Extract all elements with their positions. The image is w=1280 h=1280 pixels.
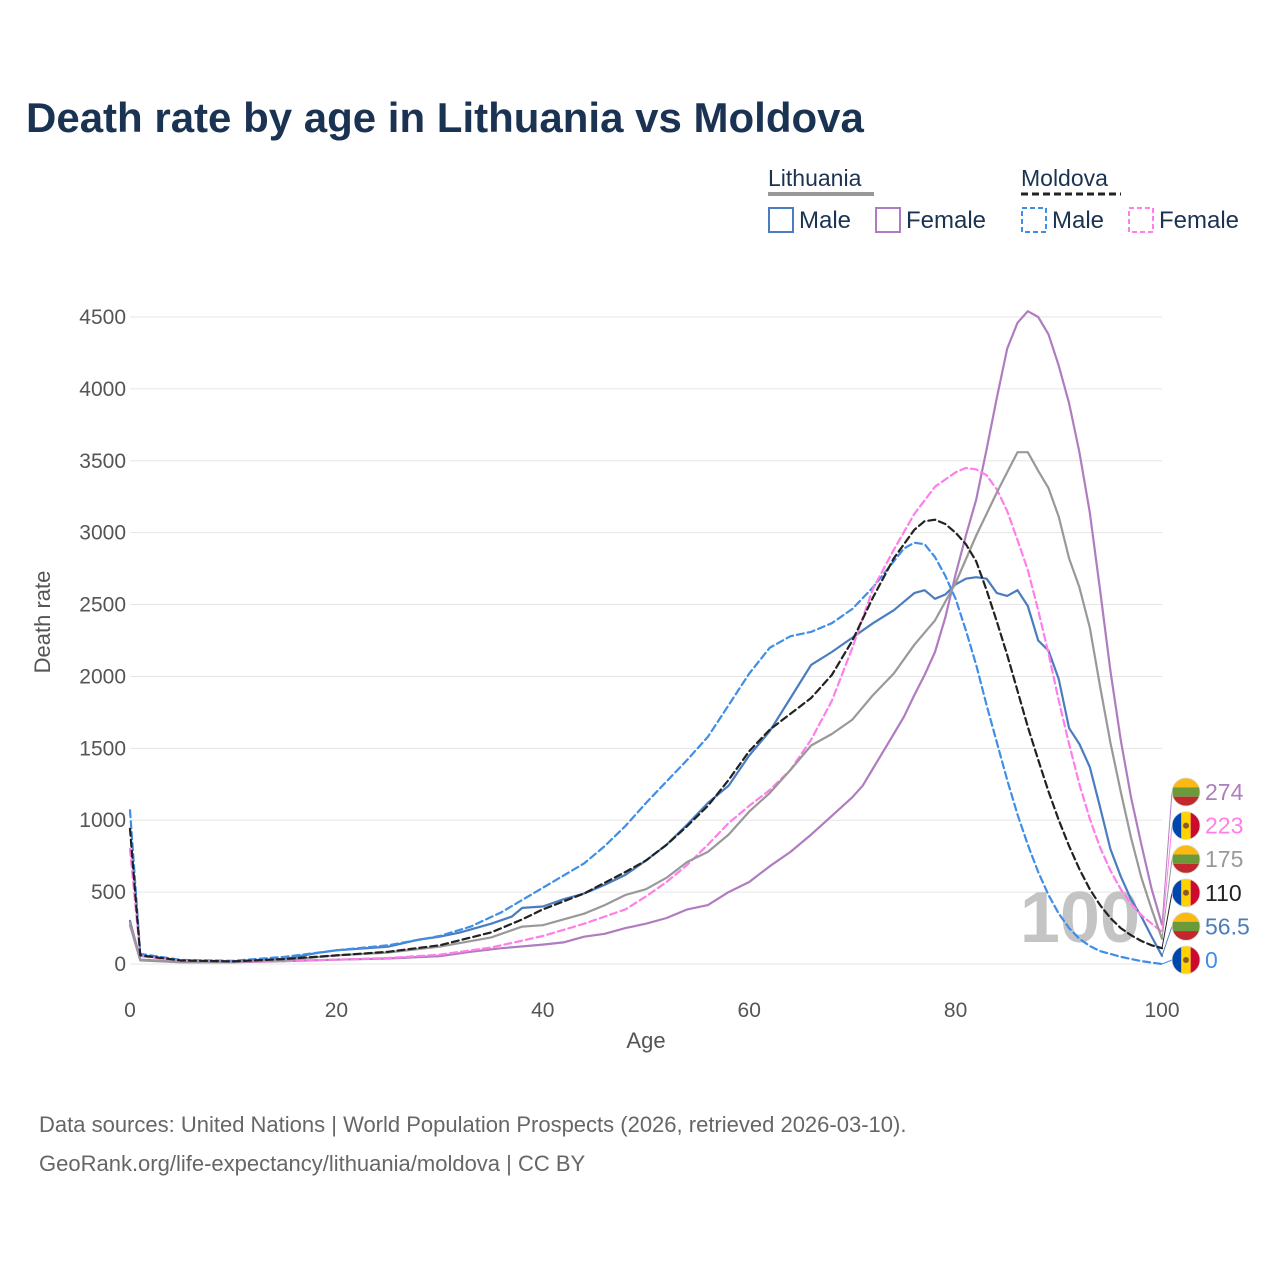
y-tick-label: 4500 xyxy=(79,306,126,329)
legend: Lithuania Moldova Male Female Male Femal… xyxy=(768,165,1239,234)
end-label-value: 175 xyxy=(1205,846,1243,872)
lithuania-flag-icon xyxy=(1172,778,1200,806)
end-label-value: 274 xyxy=(1205,779,1244,805)
end-label-lithuania-female: 274 xyxy=(1161,777,1244,925)
source-line-2: GeoRank.org/life-expectancy/lithuania/mo… xyxy=(39,1151,586,1176)
y-tick-label: 0 xyxy=(114,953,126,976)
end-label-connector xyxy=(1161,825,1173,932)
end-label-lithuania-male: 56.5 xyxy=(1161,912,1250,957)
moldova-flag-icon xyxy=(1172,811,1200,840)
moldova-flag-icon xyxy=(1172,878,1200,907)
end-label-value: 56.5 xyxy=(1205,913,1250,939)
y-tick-label: 3500 xyxy=(79,450,126,473)
end-label-connector xyxy=(1161,892,1173,949)
series-line-lithuania-total xyxy=(128,451,1164,964)
legend-swatch-lithuania-male xyxy=(768,207,794,233)
series-lines xyxy=(128,310,1164,966)
x-tick-label: 80 xyxy=(944,999,967,1022)
legend-label-moldova-male: Male xyxy=(1052,207,1104,234)
legend-swatch-moldova-female xyxy=(1128,207,1154,233)
x-tick-label: 0 xyxy=(124,999,136,1022)
legend-group-lithuania: Lithuania xyxy=(768,165,862,191)
y-axis: 0 500 1000 1500 2000 2500 3000 3500 4000 4500 xyxy=(79,306,126,976)
end-label-moldova-male: 0 xyxy=(1161,945,1218,975)
end-labels: 274 223 175 110 56.5 0 xyxy=(1161,777,1250,975)
chart-title: Death rate by age in Lithuania vs Moldov… xyxy=(26,94,864,141)
legend-label-lithuania-male: Male xyxy=(799,207,851,234)
series-line-lithuania-male xyxy=(128,576,1164,963)
end-label-moldova-total: 110 xyxy=(1161,878,1242,949)
end-label-moldova-female: 223 xyxy=(1161,811,1243,932)
moldova-flag-icon xyxy=(1172,946,1200,974)
legend-label-moldova-female: Female xyxy=(1159,207,1239,234)
age-marker-watermark: 100 xyxy=(1020,878,1140,958)
lithuania-flag-icon xyxy=(1172,845,1200,874)
x-tick-label: 20 xyxy=(325,999,348,1022)
series-line-moldova-male xyxy=(128,541,1164,966)
y-tick-label: 500 xyxy=(91,881,126,904)
x-tick-label: 100 xyxy=(1144,999,1179,1022)
series-line-lithuania-female xyxy=(128,310,1164,964)
y-tick-label: 1000 xyxy=(79,809,126,832)
y-tick-label: 4000 xyxy=(79,378,126,401)
y-tick-label: 2000 xyxy=(79,665,126,688)
x-tick-label: 60 xyxy=(738,999,761,1022)
legend-swatch-lithuania-female xyxy=(875,207,901,233)
y-tick-label: 1500 xyxy=(79,737,126,760)
end-label-connector xyxy=(1161,959,1173,965)
end-label-value: 110 xyxy=(1205,880,1242,906)
x-axis: 0 20 40 60 80 100 xyxy=(124,999,1179,1022)
series-line-moldova-female xyxy=(128,466,1164,963)
end-label-lithuania-total: 175 xyxy=(1161,844,1243,939)
end-label-connector xyxy=(1161,859,1173,939)
lithuania-flag-icon xyxy=(1172,912,1200,941)
source-line-1: Data sources: United Nations | World Pop… xyxy=(39,1112,906,1137)
end-label-connector xyxy=(1161,926,1173,957)
legend-group-moldova: Moldova xyxy=(1021,165,1108,191)
grid xyxy=(130,316,1162,965)
y-tick-label: 3000 xyxy=(79,522,126,545)
legend-swatch-moldova-male xyxy=(1021,207,1047,233)
y-tick-label: 2500 xyxy=(79,594,126,617)
end-label-connector xyxy=(1161,791,1173,925)
legend-label-lithuania-female: Female xyxy=(906,207,986,234)
y-axis-label: Death rate xyxy=(30,571,55,674)
end-label-value: 0 xyxy=(1205,947,1218,973)
series-line-moldova-total xyxy=(128,518,1164,963)
end-label-value: 223 xyxy=(1205,813,1243,839)
x-axis-label: Age xyxy=(626,1028,665,1053)
x-tick-label: 40 xyxy=(531,999,554,1022)
